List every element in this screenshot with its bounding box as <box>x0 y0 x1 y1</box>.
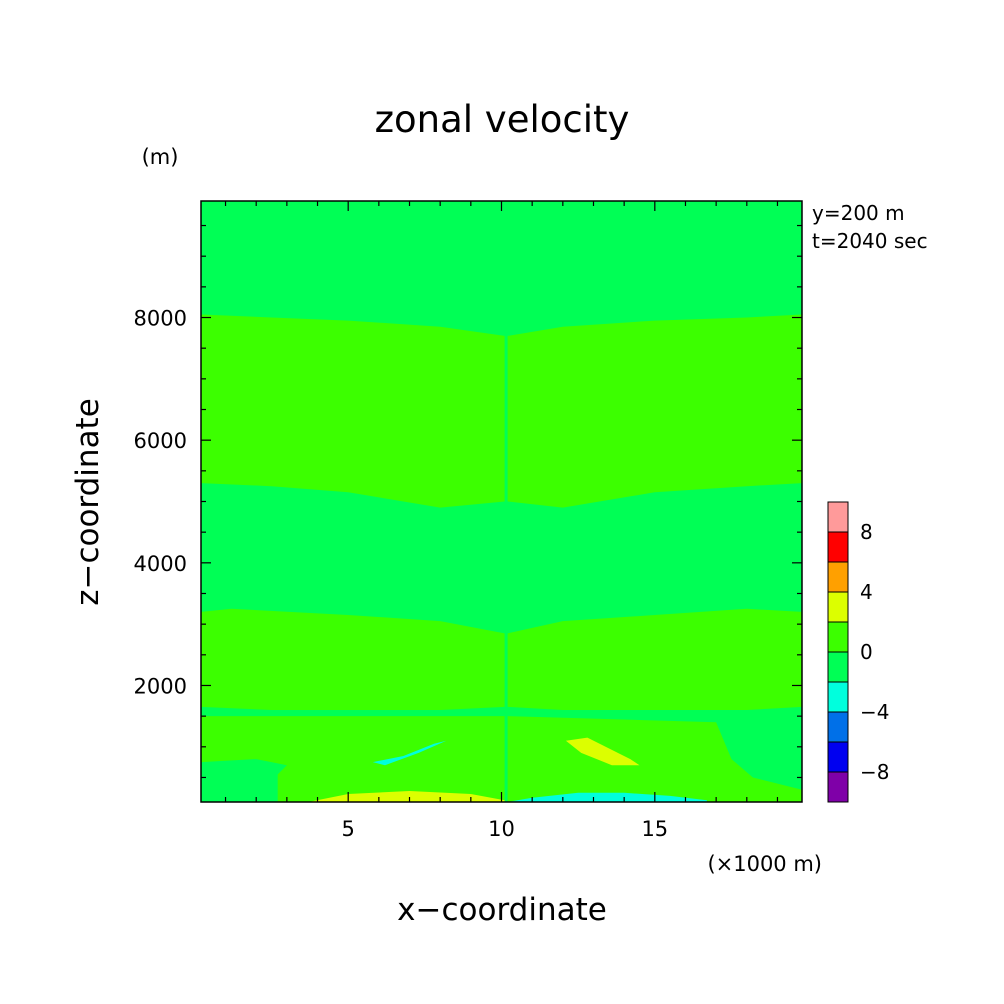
plot-area <box>200 200 803 803</box>
colorbar-swatch-1 <box>827 741 849 773</box>
colorbar-swatch-0 <box>827 771 849 803</box>
contour-region-8 <box>308 791 505 802</box>
chart-title: zonal velocity <box>375 98 630 141</box>
contour-region-5 <box>507 716 802 802</box>
x-tick-label: 5 <box>341 817 354 841</box>
x-axis: 5 10 15 <box>224 201 779 841</box>
colorbar-swatch-2 <box>827 711 849 743</box>
y-tick-label: 6000 <box>134 429 187 453</box>
x-axis-title: x−coordinate <box>397 892 607 928</box>
colorbar: −8 −4 0 4 8 <box>827 501 889 803</box>
y-axis: 2000 4000 6000 8000 <box>134 224 802 779</box>
contour-region-3 <box>507 608 802 710</box>
x-tick-label: 10 <box>488 817 515 841</box>
x-unit-label: (×1000 m) <box>707 852 822 876</box>
contour-region-9 <box>507 792 707 802</box>
annotation-t: t=2040 sec <box>812 229 928 253</box>
colorbar-swatch-6 <box>827 591 849 623</box>
annotation-y: y=200 m <box>812 201 905 225</box>
colorbar-label: 4 <box>860 580 873 604</box>
colorbar-label: 0 <box>860 640 873 664</box>
colorbar-label: −8 <box>860 760 889 784</box>
colorbar-swatch-5 <box>827 621 849 653</box>
y-tick-label: 2000 <box>134 674 187 698</box>
contour-region-7 <box>565 737 640 766</box>
x-tick-label: 15 <box>641 817 668 841</box>
y-axis-title: z−coordinate <box>70 398 106 606</box>
colorbar-swatch-8 <box>827 531 849 563</box>
contour-region-6 <box>372 740 447 766</box>
colorbar-label: 8 <box>860 520 873 544</box>
y-tick-label: 4000 <box>134 552 187 576</box>
contour-region-0 <box>201 314 505 508</box>
colorbar-swatch-4 <box>827 651 849 683</box>
colorbar-swatch-9 <box>827 501 849 533</box>
contour-region-4 <box>201 716 505 802</box>
colorbar-swatch-7 <box>827 561 849 593</box>
y-tick-label: 8000 <box>134 307 187 331</box>
colorbar-swatch-3 <box>827 681 849 713</box>
contour-region-2 <box>201 608 505 710</box>
colorbar-label: −4 <box>860 700 889 724</box>
y-unit-label: (m) <box>142 145 179 169</box>
contour-region-1 <box>507 314 802 508</box>
